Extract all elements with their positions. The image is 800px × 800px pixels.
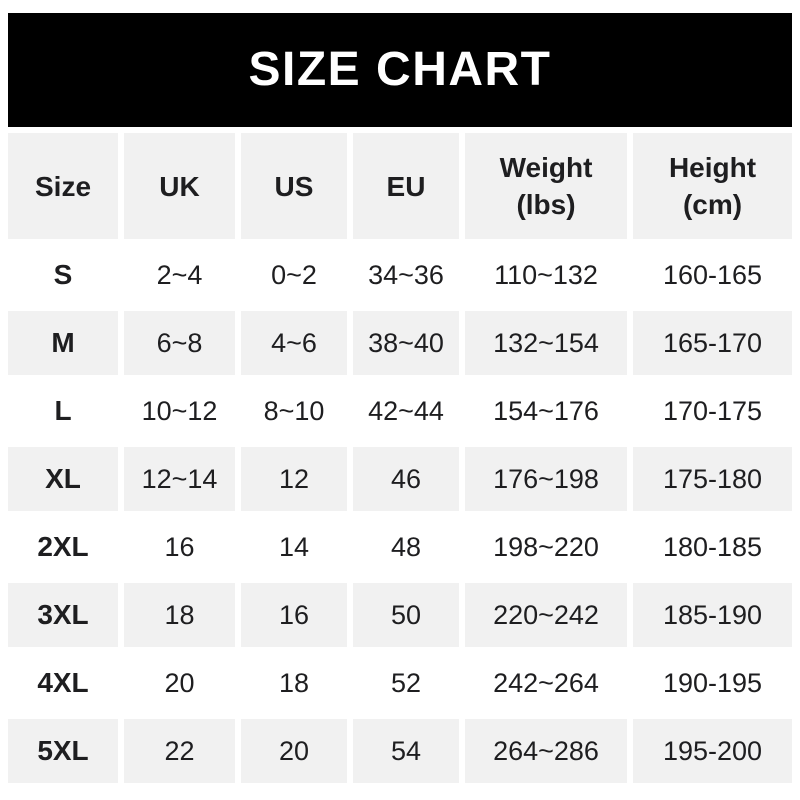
table-cell: 198~220: [465, 515, 627, 579]
column-header-label: Size: [34, 170, 92, 202]
table-cell: 185-190: [633, 583, 792, 647]
column-header-unit: (cm): [682, 189, 743, 220]
table-cell: 34~36: [353, 243, 459, 307]
row-label-3xl: 3XL: [8, 583, 118, 647]
table-cell: 190-195: [633, 651, 792, 715]
table-cell: 18: [124, 583, 235, 647]
table-cell: 154~176: [465, 379, 627, 443]
table-cell: 10~12: [124, 379, 235, 443]
column-header-unit: (lbs): [516, 189, 576, 220]
table-cell: 16: [124, 515, 235, 579]
table-cell: 132~154: [465, 311, 627, 375]
table-cell: 16: [241, 583, 347, 647]
column-header-label: US: [274, 170, 314, 202]
column-header-label: EU: [386, 170, 426, 202]
size-chart-banner: SIZE CHART: [8, 13, 792, 127]
row-label-4xl: 4XL: [8, 651, 118, 715]
table-cell: 38~40: [353, 311, 459, 375]
table-cell: 14: [241, 515, 347, 579]
table-cell: 170-175: [633, 379, 792, 443]
column-header-weight: Weight (lbs): [465, 133, 627, 239]
table-cell: 242~264: [465, 651, 627, 715]
row-label-xl: XL: [8, 447, 118, 511]
table-cell: 18: [241, 651, 347, 715]
table-cell: 264~286: [465, 719, 627, 783]
table-cell: 0~2: [241, 243, 347, 307]
column-header-us: US: [241, 133, 347, 239]
table-cell: 180-185: [633, 515, 792, 579]
table-cell: 2~4: [124, 243, 235, 307]
table-cell: 20: [241, 719, 347, 783]
table-cell: 42~44: [353, 379, 459, 443]
column-header-label: UK: [159, 170, 200, 202]
table-cell: 195-200: [633, 719, 792, 783]
table-cell: 48: [353, 515, 459, 579]
row-label-5xl: 5XL: [8, 719, 118, 783]
table-cell: 46: [353, 447, 459, 511]
table-cell: 175-180: [633, 447, 792, 511]
table-cell: 12~14: [124, 447, 235, 511]
column-header-eu: EU: [353, 133, 459, 239]
column-header-label: Weight: [499, 152, 593, 183]
column-header-height: Height (cm): [633, 133, 792, 239]
column-header-size: Size: [8, 133, 118, 239]
table-cell: 12: [241, 447, 347, 511]
table-cell: 54: [353, 719, 459, 783]
size-table: Size UK US EU Weight (lbs) Height (cm) S 2~4 0~2 34…: [8, 133, 792, 783]
row-label-2xl: 2XL: [8, 515, 118, 579]
column-header-uk: UK: [124, 133, 235, 239]
table-cell: 20: [124, 651, 235, 715]
column-header-label: Height: [668, 152, 757, 183]
row-label-s: S: [8, 243, 118, 307]
row-label-l: L: [8, 379, 118, 443]
table-cell: 220~242: [465, 583, 627, 647]
table-cell: 22: [124, 719, 235, 783]
table-cell: 4~6: [241, 311, 347, 375]
table-cell: 52: [353, 651, 459, 715]
table-cell: 6~8: [124, 311, 235, 375]
table-cell: 176~198: [465, 447, 627, 511]
row-label-m: M: [8, 311, 118, 375]
table-cell: 160-165: [633, 243, 792, 307]
table-cell: 50: [353, 583, 459, 647]
page-title: SIZE CHART: [248, 43, 552, 96]
table-cell: 110~132: [465, 243, 627, 307]
table-cell: 165-170: [633, 311, 792, 375]
table-cell: 8~10: [241, 379, 347, 443]
